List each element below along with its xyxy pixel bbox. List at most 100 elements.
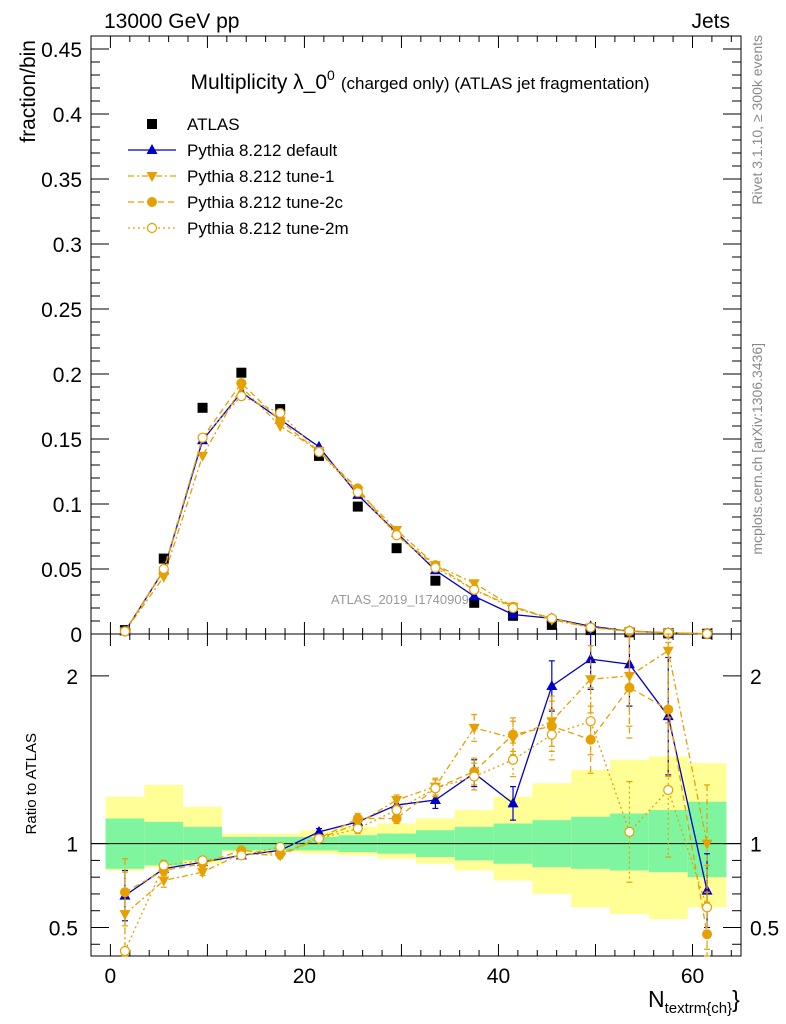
ratio-point-pythia-8-212-tune-2m <box>701 902 713 913</box>
x-tick-label: 20 <box>293 965 316 988</box>
ratio-point-pythia-8-212-tune-2c <box>508 729 519 740</box>
legend-marker-pythia-8-212-default <box>146 144 158 154</box>
point-pythia-8-212-tune-2m <box>236 391 247 402</box>
ratio-point-pythia-8-212-tune-2c <box>663 704 674 715</box>
ratio-uncertainty-bands <box>91 756 741 920</box>
point-pythia-8-212-tune-2m <box>313 446 325 458</box>
ratio-point-pythia-8-212-tune-1 <box>468 723 480 734</box>
ratio-point-pythia-8-212-default <box>507 797 519 808</box>
ratio-point-pythia-8-212-tune-2m <box>197 855 208 866</box>
ratio-point-pythia-8-212-tune-2m <box>158 860 169 871</box>
ratio-point-pythia-8-212-default <box>429 794 441 805</box>
point-atlas <box>236 367 247 378</box>
point-pythia-8-212-tune-2m <box>197 432 208 443</box>
axis-ticks: 0 20 40 6000.050.10.150.20.250.30.350.40.45… <box>41 35 779 988</box>
top-y-label: fraction/bin <box>17 40 40 143</box>
y-tick-label: 0.15 <box>41 429 82 452</box>
band-green-bin <box>648 810 688 873</box>
ratio-point-pythia-8-212-tune-1 <box>391 796 403 807</box>
y-tick-label: 0.3 <box>53 234 82 257</box>
ratio-plot-frame <box>90 633 742 957</box>
x-tick-label: 40 <box>487 965 510 988</box>
point-pythia-8-212-tune-2m <box>469 584 480 595</box>
series-line-pythia-8-212-tune-1 <box>124 385 708 635</box>
ratio-y-tick-label-right: 1 <box>750 834 762 857</box>
point-pythia-8-212-default <box>468 590 480 601</box>
ratio-point-pythia-8-212-tune-2c <box>624 682 635 693</box>
point-pythia-8-212-tune-1 <box>197 451 209 462</box>
x-tick-label: 60 <box>681 965 704 988</box>
point-pythia-8-212-tune-2m <box>275 407 286 419</box>
x-tick-label: 0 <box>105 965 117 988</box>
point-pythia-8-212-default <box>507 608 519 619</box>
ratio-point-pythia-8-212-tune-1 <box>701 839 713 850</box>
point-pythia-8-212-tune-2m <box>352 487 363 498</box>
y-tick-label: 0.05 <box>41 559 82 582</box>
legend-label-pythia-8-212-tune-2c: Pythia 8.212 tune-2c <box>187 193 343 212</box>
y-tick-label: 0.35 <box>41 169 82 192</box>
legend-label-pythia-8-212-default: Pythia 8.212 default <box>187 141 338 160</box>
ratio-line-pythia-8-212-tune-1 <box>124 649 708 915</box>
point-pythia-8-212-tune-2c <box>275 415 286 426</box>
ratio-y-label: Ratio to ATLAS <box>23 733 40 834</box>
ratio-series-group <box>119 633 713 957</box>
point-pythia-8-212-tune-2m <box>701 628 713 639</box>
ratio-point-pythia-8-212-default <box>546 679 558 690</box>
legend-marker-pythia-8-212-tune-1 <box>146 172 158 182</box>
header-left: 13000 GeV pp <box>104 10 239 33</box>
rivet-label: Rivet 3.1.10, ≥ 300k events <box>749 35 765 205</box>
ratio-point-pythia-8-212-tune-2m <box>430 783 441 794</box>
ratio-point-pythia-8-212-tune-2c <box>352 813 363 824</box>
ratio-line-pythia-8-212-default <box>124 658 708 897</box>
y-tick-label: 0.25 <box>41 299 82 322</box>
ratio-point-pythia-8-212-tune-2m <box>469 771 480 782</box>
legend-marker-pythia-8-212-tune-2m <box>146 222 158 234</box>
point-atlas <box>469 597 480 608</box>
legend-label-atlas: ATLAS <box>187 115 240 134</box>
point-pythia-8-212-tune-2m <box>507 602 519 614</box>
band-green-bin <box>571 816 611 869</box>
ratio-line-pythia-8-212-tune-2c <box>124 686 708 935</box>
analysis-watermark: ATLAS_2019_I1740909 <box>331 592 469 607</box>
ratio-point-pythia-8-212-tune-2c <box>702 929 713 940</box>
point-pythia-8-212-tune-2m <box>158 563 169 575</box>
legend-marker-pythia-8-212-tune-2c <box>147 197 157 207</box>
chart-title-sup: 0 <box>327 67 335 83</box>
series-line-pythia-8-212-tune-2m <box>124 395 708 635</box>
point-atlas <box>352 501 363 512</box>
ratio-point-pythia-8-212-tune-1 <box>585 675 597 686</box>
y-tick-label: 0 <box>70 624 82 647</box>
chart-title-suffix: (charged only) (ATLAS jet fragmentation) <box>341 74 650 93</box>
ratio-point-pythia-8-212-tune-1 <box>623 671 635 682</box>
ratio-point-pythia-8-212-tune-2m <box>507 754 519 765</box>
x-axis-label: Ntextrm{ch}} <box>648 986 740 1017</box>
ratio-point-pythia-8-212-default <box>313 825 325 836</box>
point-atlas <box>197 402 208 413</box>
ratio-point-pythia-8-212-tune-2c <box>391 813 402 824</box>
ratio-point-pythia-8-212-tune-2m <box>585 716 596 727</box>
ratio-point-pythia-8-212-tune-2m <box>119 945 131 957</box>
legend: ATLAS Pythia 8.212 default Pythia 8.212 tu… <box>128 115 349 238</box>
point-pythia-8-212-tune-2m <box>546 613 557 624</box>
ratio-y-tick-label: 2 <box>66 666 78 689</box>
ratio-point-pythia-8-212-tune-2m <box>624 826 635 837</box>
legend-label-pythia-8-212-tune-2m: Pythia 8.212 tune-2m <box>187 219 349 238</box>
ratio-point-pythia-8-212-tune-2m <box>546 729 557 740</box>
point-atlas <box>391 543 402 554</box>
point-pythia-8-212-tune-2m <box>119 626 131 637</box>
data-series <box>119 367 713 957</box>
x-axis-label-sub: textrm{ch} <box>665 1000 733 1017</box>
ratio-point-pythia-8-212-tune-1 <box>662 646 674 657</box>
point-pythia-8-212-tune-1 <box>158 572 170 583</box>
legend-label-pythia-8-212-tune-1: Pythia 8.212 tune-1 <box>187 167 334 186</box>
ratio-point-pythia-8-212-tune-2m <box>313 833 325 844</box>
legend-marker-atlas <box>147 119 157 129</box>
ratio-point-pythia-8-212-tune-2m <box>236 850 247 861</box>
y-tick-label: 0.45 <box>41 39 82 62</box>
point-pythia-8-212-tune-2m <box>585 622 596 633</box>
ratio-point-pythia-8-212-tune-2m <box>275 841 286 853</box>
ratio-point-pythia-8-212-tune-1 <box>158 876 170 887</box>
mcplots-label: mcplots.cern.ch [arXiv:1306.3436] <box>749 343 765 555</box>
ratio-line-pythia-8-212-tune-2m <box>124 720 708 952</box>
